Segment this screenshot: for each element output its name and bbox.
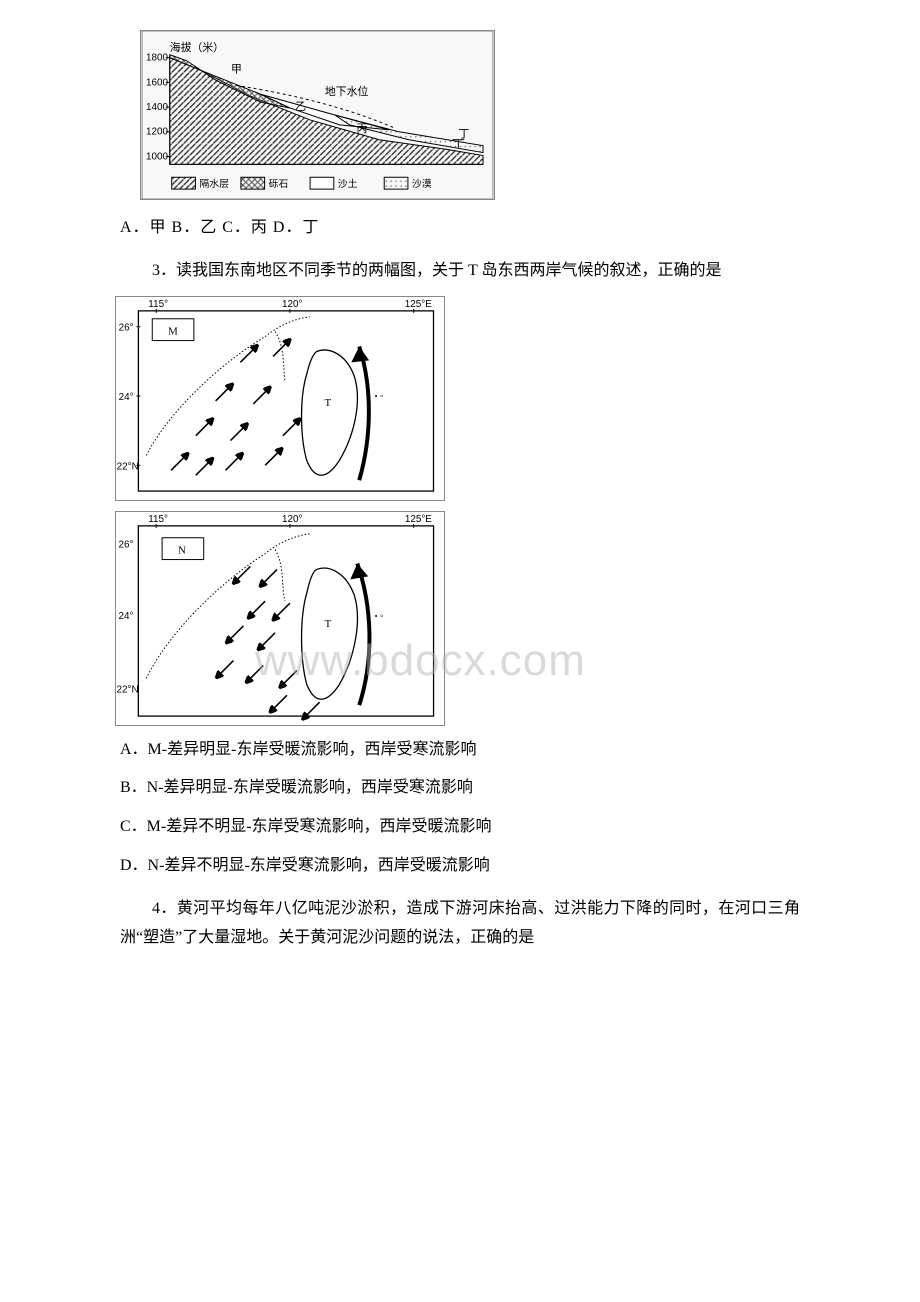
q3-option-a: A．M-差异明显-东岸受暖流影响，西岸受寒流影响 — [120, 736, 800, 765]
map-t-label: T — [325, 397, 332, 409]
svg-text:26°: 26° — [119, 539, 134, 550]
svg-text:22°N: 22°N — [117, 684, 139, 695]
label-D: 丁 — [458, 129, 469, 141]
q2-options: A．甲 B．乙 C．丙 D．丁 — [120, 214, 800, 243]
map-n-label: N — [178, 544, 186, 556]
svg-text:115°: 115° — [148, 298, 168, 309]
map-bottom: 115° 120° 125°E 26° 24° 22°N N T ◦ — [115, 511, 445, 726]
map-m-label: M — [168, 325, 178, 337]
svg-text:沙漠: 沙漠 — [412, 178, 432, 190]
svg-text:125°E: 125°E — [405, 298, 432, 309]
yaxis-title: 海拔（米） — [170, 40, 224, 54]
svg-text:沙土: 沙土 — [338, 177, 358, 190]
q4-stem: 4．黄河平均每年八亿吨泥沙淤积，造成下游河床抬高、过洪能力下降的同时，在河口三角… — [120, 895, 800, 953]
svg-text:1600: 1600 — [146, 77, 168, 88]
svg-text:120°: 120° — [282, 514, 303, 525]
q3-option-b: B．N-差异明显-东岸受暖流影响，西岸受寒流影响 — [120, 774, 800, 803]
svg-text:115°: 115° — [148, 514, 168, 525]
water-table-label: 地下水位 — [325, 84, 369, 98]
svg-text:隔水层: 隔水层 — [199, 178, 229, 190]
svg-text:26°: 26° — [119, 322, 134, 333]
svg-text:24°: 24° — [119, 611, 134, 622]
map-t-label2: T — [325, 618, 332, 630]
svg-text:22°N: 22°N — [117, 461, 139, 472]
label-A: 甲 — [231, 64, 242, 76]
label-B: 乙 — [295, 100, 306, 113]
svg-text:1000: 1000 — [146, 151, 168, 162]
svg-text:1400: 1400 — [146, 102, 168, 113]
svg-text:1800: 1800 — [146, 53, 168, 64]
svg-text:120°: 120° — [282, 298, 303, 309]
q3-option-c: C．M-差异不明显-东岸受寒流影响，西岸受暖流影响 — [120, 813, 800, 842]
svg-text:1200: 1200 — [146, 127, 168, 138]
figure-cross-section: 海拔（米） 1800 1600 1400 1200 1000 地下水位 甲 — [140, 30, 495, 200]
svg-text:24°: 24° — [119, 392, 134, 403]
map-top: 115° 120° 125°E 26° 24° 22°N M T ◦ — [115, 296, 445, 501]
label-C: 丙 — [357, 123, 368, 135]
svg-text:砾石: 砾石 — [269, 177, 289, 190]
q3-option-d: D．N-差异不明显-东岸受寒流影响，西岸受暖流影响 — [120, 852, 800, 881]
svg-text:125°E: 125°E — [405, 514, 432, 525]
svg-text:◦: ◦ — [380, 611, 384, 622]
svg-text:◦: ◦ — [380, 391, 384, 402]
q3-stem: 3．读我国东南地区不同季节的两幅图，关于 T 岛东西两岸气候的叙述，正确的是 — [120, 257, 800, 286]
